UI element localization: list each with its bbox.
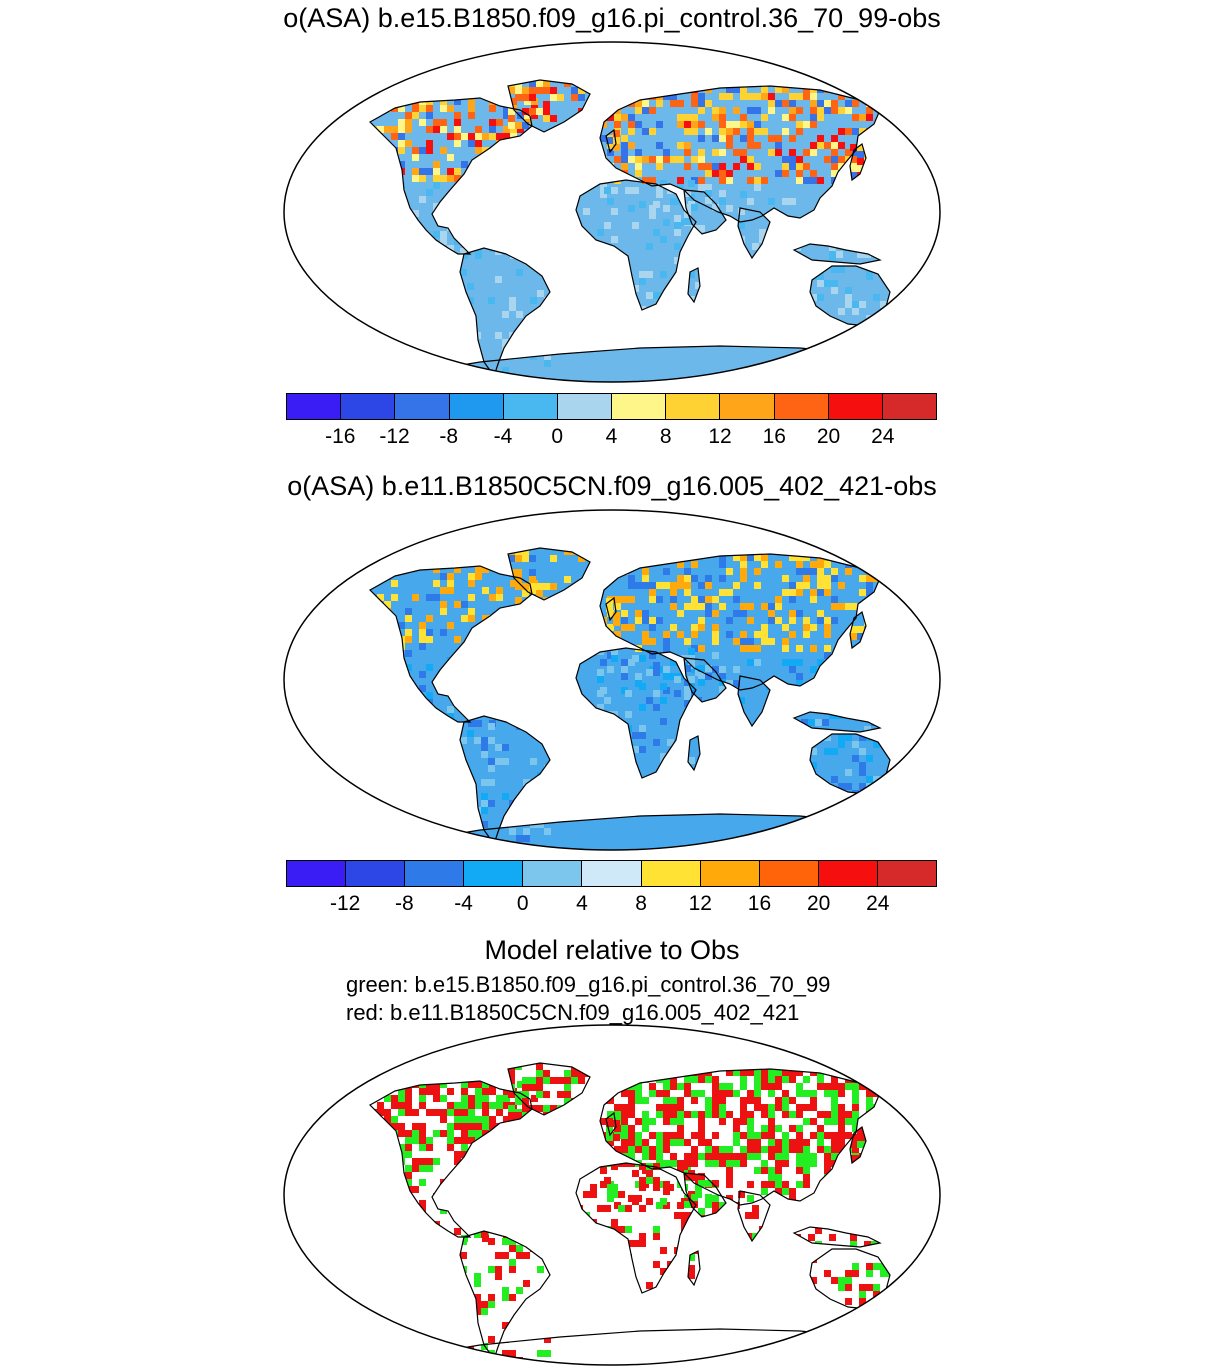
colorbar-tick-label: -12 <box>379 425 410 448</box>
colorbar-swatch <box>641 861 701 886</box>
continent-africa <box>576 1163 696 1293</box>
colorbar-swatch <box>523 861 583 886</box>
colorbar-swatch <box>759 861 819 886</box>
map-outline <box>283 41 941 383</box>
continent-north_america <box>370 566 532 722</box>
colorbar-tick-label: 4 <box>605 425 618 448</box>
panel2-map <box>283 509 941 851</box>
continent-africa <box>576 648 696 778</box>
colorbar-tick-label: 0 <box>516 892 529 915</box>
panel3-green-label: green: b.e15.B1850.f09_g16.pi_control.36… <box>346 972 831 997</box>
panel3-red-label: red: b.e11.B1850C5CN.f09_g16.005_402_421 <box>346 1000 800 1025</box>
panel3-map <box>283 1024 941 1366</box>
colorbar-tick-label: 12 <box>688 892 712 915</box>
colorbar-swatch <box>828 394 883 419</box>
continent-nz <box>902 1313 914 1339</box>
colorbar-tick-label: -8 <box>439 425 459 448</box>
colorbar-tick-label: 4 <box>576 892 588 915</box>
colorbar-swatch <box>882 394 937 419</box>
continent-nz <box>902 330 914 356</box>
panel2-colorbar <box>286 860 937 887</box>
colorbar-tick-label: 16 <box>747 892 772 915</box>
colorbar-swatch <box>666 394 721 419</box>
panel1-colorbar <box>286 393 937 420</box>
colorbar-swatch <box>464 861 524 886</box>
colorbar-tick-label: -16 <box>325 425 356 448</box>
panel3-title: Model relative to Obs <box>484 935 740 965</box>
colorbar-swatch <box>818 861 878 886</box>
colorbar-tick-label: -4 <box>493 425 513 448</box>
colorbar-swatch <box>774 394 829 419</box>
colorbar-tick-label: 8 <box>635 892 647 915</box>
colorbar-tick-label: -12 <box>329 892 361 915</box>
colorbar-tick-label: 8 <box>659 425 672 448</box>
colorbar-swatch <box>405 861 465 886</box>
colorbar-swatch <box>557 394 613 419</box>
map-outline <box>283 509 941 851</box>
colorbar-tick-label: -4 <box>454 892 473 915</box>
colorbar-tick-label: 20 <box>806 892 831 915</box>
colorbar-swatch <box>287 861 347 886</box>
panel1-map <box>283 41 941 383</box>
colorbar-swatch <box>877 861 937 886</box>
continent-indonesia <box>794 712 880 732</box>
colorbar-swatch <box>341 394 396 419</box>
colorbar-tick-label: 20 <box>816 425 841 448</box>
colorbar-tick-label: 12 <box>708 425 732 448</box>
continent-nz <box>902 798 914 824</box>
map-outline <box>283 1024 941 1366</box>
panel2-title: o(ASA) b.e11.B1850C5CN.f09_g16.005_402_4… <box>287 471 937 501</box>
colorbar-tick-label: 24 <box>871 425 895 448</box>
panel1-title: o(ASA) b.e15.B1850.f09_g16.pi_control.36… <box>283 3 941 33</box>
colorbar-swatch <box>503 394 558 419</box>
colorbar-swatch <box>449 394 504 419</box>
colorbar-tick-label: 24 <box>866 892 890 915</box>
colorbar-swatch <box>720 394 775 419</box>
colorbar-tick-label: -8 <box>395 892 414 915</box>
colorbar-swatch <box>346 861 406 886</box>
colorbar-swatch <box>582 861 642 886</box>
colorbar-tick-label: 16 <box>762 425 786 448</box>
colorbar-tick-label: 0 <box>551 425 564 448</box>
colorbar-swatch <box>700 861 760 886</box>
colorbar-swatch <box>287 394 342 419</box>
colorbar-swatch <box>395 394 450 419</box>
colorbar-swatch <box>612 394 667 419</box>
